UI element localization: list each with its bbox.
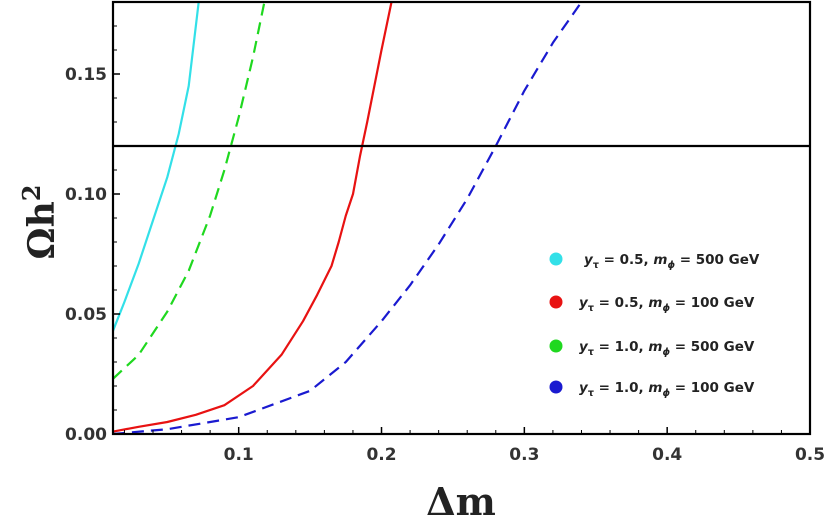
x-tick-label: 0.3 xyxy=(509,445,539,465)
series-line-4 xyxy=(113,2,583,434)
series-line-3 xyxy=(113,2,266,380)
series-line-2 xyxy=(113,2,393,433)
y-tick-label: 0.00 xyxy=(65,425,107,445)
x-axis-ticks: 0.1 0.2 0.3 0.4 0.5 xyxy=(123,427,825,465)
legend-marker xyxy=(549,295,563,309)
y-tick-label: 0.10 xyxy=(65,185,107,205)
y-tick-label: 0.05 xyxy=(65,305,107,325)
legend-label: yτ = 1.0, mϕ = 500 GeV xyxy=(579,339,755,358)
x-axis-title: Δm xyxy=(426,479,496,524)
legend-label: yτ = 1.0, mϕ = 100 GeV xyxy=(579,380,755,399)
series-layer xyxy=(113,2,583,434)
x-tick-label: 0.5 xyxy=(795,445,825,465)
plot-background xyxy=(113,2,810,434)
x-tick-label: 0.2 xyxy=(366,445,396,465)
y-tick-label: 0.15 xyxy=(65,65,107,85)
legend-label: yτ = 0.5, mϕ = 500 GeV xyxy=(584,252,760,271)
series-line-1 xyxy=(113,2,200,332)
legend-marker xyxy=(549,380,563,394)
y-axis-title-main: Ωh xyxy=(21,201,63,259)
legend-marker xyxy=(549,339,563,353)
y-axis-title-sup: 2 xyxy=(17,185,46,202)
y-axis-ticks: 0.00 0.05 0.10 0.15 xyxy=(65,25,120,445)
y-axis-title: Ωh2 xyxy=(17,185,63,260)
legend: yτ = 0.5, mϕ = 500 GeV yτ = 0.5, mϕ = 100… xyxy=(549,252,760,399)
legend-label: yτ = 0.5, mϕ = 100 GeV xyxy=(579,295,755,314)
legend-marker xyxy=(549,252,563,266)
x-tick-label: 0.1 xyxy=(224,445,254,465)
x-tick-label: 0.4 xyxy=(652,445,682,465)
